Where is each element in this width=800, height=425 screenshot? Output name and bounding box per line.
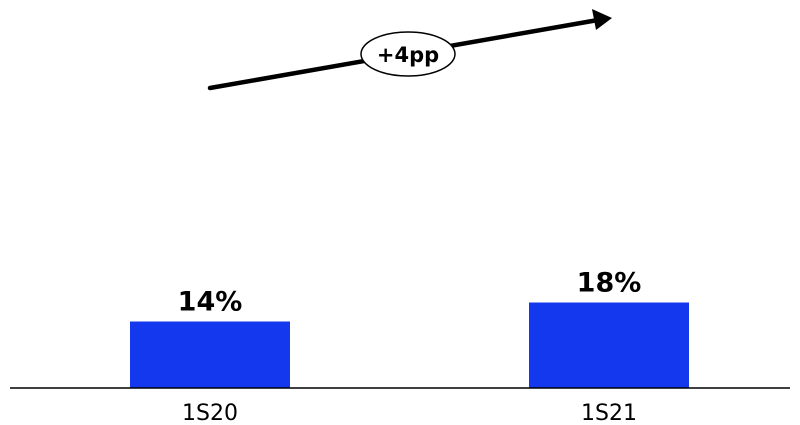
x-tick-label-1S20: 1S20 — [182, 401, 238, 425]
delta-label: +4pp — [377, 43, 439, 67]
value-labels-group: 14% 18% — [178, 268, 642, 318]
x-tick-labels-group: 1S20 1S21 — [182, 401, 637, 425]
x-tick-label-1S21: 1S21 — [581, 401, 637, 425]
delta-annotation: +4pp — [207, 9, 612, 91]
delta-bubble — [360, 31, 456, 77]
bar-1S21 — [529, 302, 689, 388]
value-label-1S20: 14% — [178, 287, 243, 318]
trend-arrow-head — [592, 9, 612, 30]
value-label-1S21: 18% — [577, 268, 642, 299]
bar-1S20 — [130, 321, 290, 388]
bars-group — [130, 302, 689, 388]
